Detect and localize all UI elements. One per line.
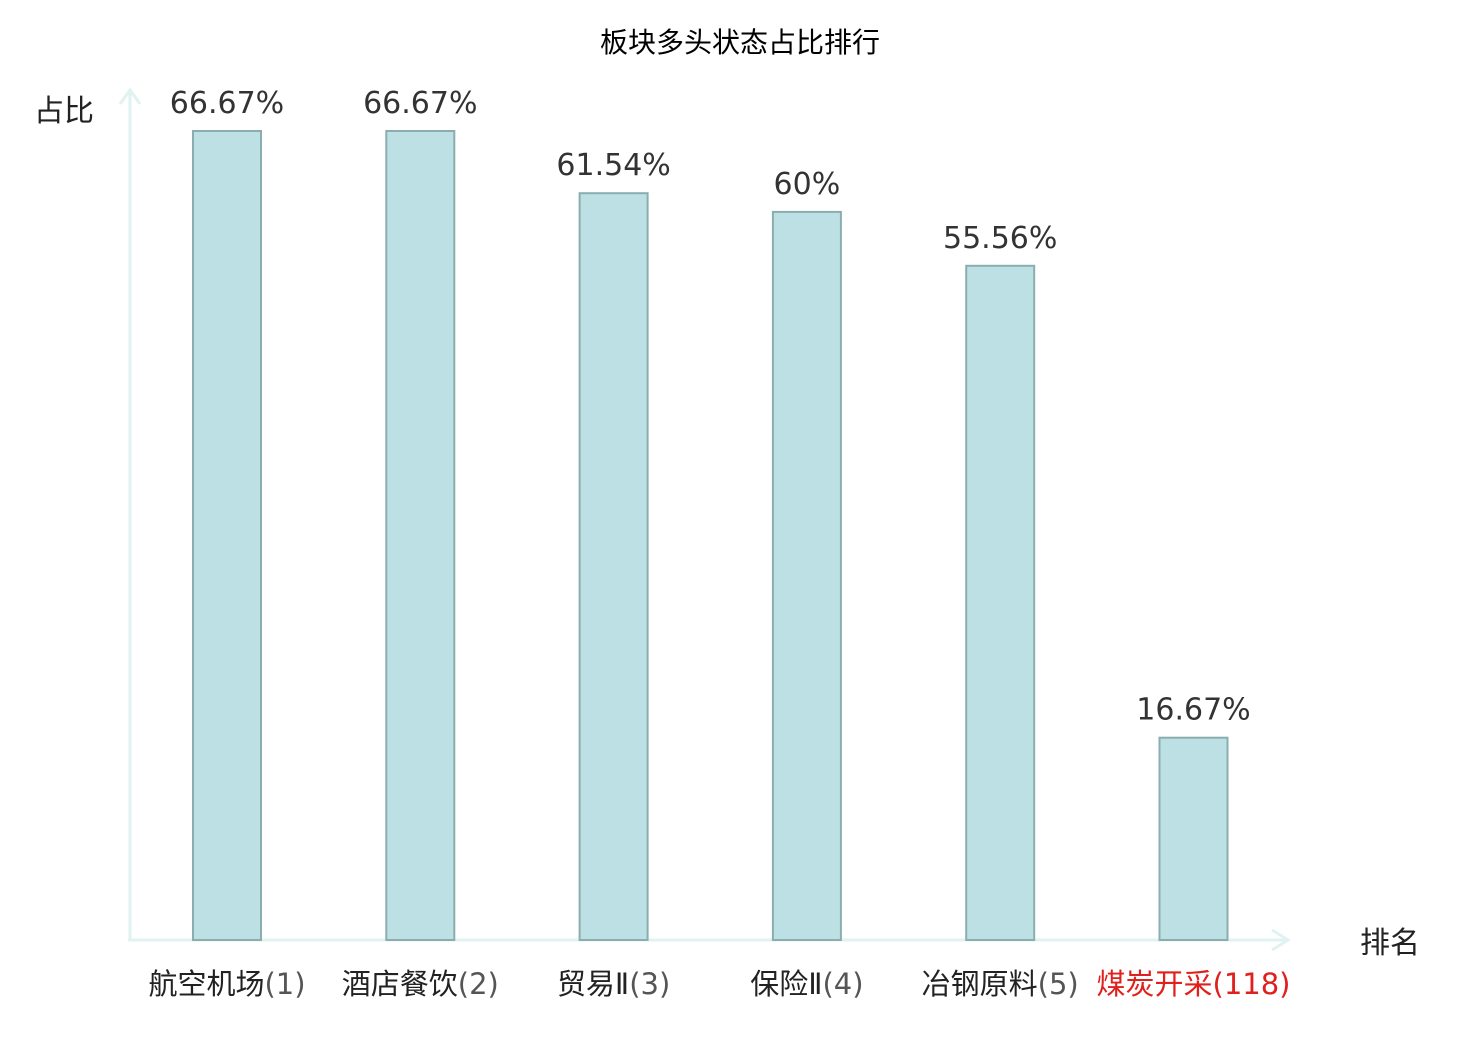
category-rank: (3) (629, 967, 670, 1001)
category-rank: (4) (822, 967, 863, 1001)
value-labels-group: 66.67% 66.67% 61.54% 60% 55.56% 16.67% (170, 86, 1251, 728)
category-rank: (5) (1038, 967, 1079, 1001)
bar (771, 210, 842, 941)
bar-value-label: 61.54% (556, 148, 670, 183)
x-axis-label: 排名 (1360, 926, 1420, 961)
category-rank: (1) (264, 967, 305, 1001)
category-labels-group: 航空机场(1) 酒店餐饮(2) 贸易Ⅱ(3) 保险Ⅱ(4) 冶钢原料(5) 煤炭开采(11… (148, 967, 1290, 1001)
category-label: 煤炭开采(118) (1097, 967, 1291, 1001)
category-name: 贸易Ⅱ (557, 967, 629, 1001)
category-name: 航空机场 (148, 967, 264, 1001)
bar (1158, 736, 1229, 942)
category-name: 酒店餐饮 (342, 967, 458, 1001)
category-name: 冶钢原料 (922, 967, 1038, 1001)
x-axis-arrow-icon (1271, 928, 1291, 952)
bar-value-label: 66.67% (363, 86, 477, 121)
bar (385, 130, 456, 941)
bar-value-label: 16.67% (1136, 693, 1250, 728)
category-name: 煤炭开采 (1097, 967, 1213, 1001)
category-name: 保险Ⅱ (750, 967, 822, 1001)
category-label: 保险Ⅱ(4) (750, 967, 863, 1001)
y-axis-arrow-icon (118, 87, 142, 105)
bar-value-label: 66.67% (170, 86, 284, 121)
category-label: 航空机场(1) (148, 967, 305, 1001)
bar (192, 130, 262, 941)
category-rank: (2) (458, 967, 499, 1001)
category-label: 贸易Ⅱ(3) (557, 967, 670, 1001)
chart-title: 板块多头状态占比排行 (600, 26, 880, 59)
category-rank: (118) (1213, 967, 1291, 1001)
y-axis-label: 占比 (34, 94, 94, 129)
category-label: 酒店餐饮(2) (342, 967, 499, 1001)
bar (578, 192, 649, 941)
bar-value-label: 60% (774, 167, 841, 202)
bars-group (192, 130, 1229, 942)
bar-value-label: 55.56% (943, 221, 1057, 256)
axes (118, 87, 1291, 952)
category-label: 冶钢原料(5) (922, 967, 1079, 1001)
bar (965, 264, 1036, 941)
